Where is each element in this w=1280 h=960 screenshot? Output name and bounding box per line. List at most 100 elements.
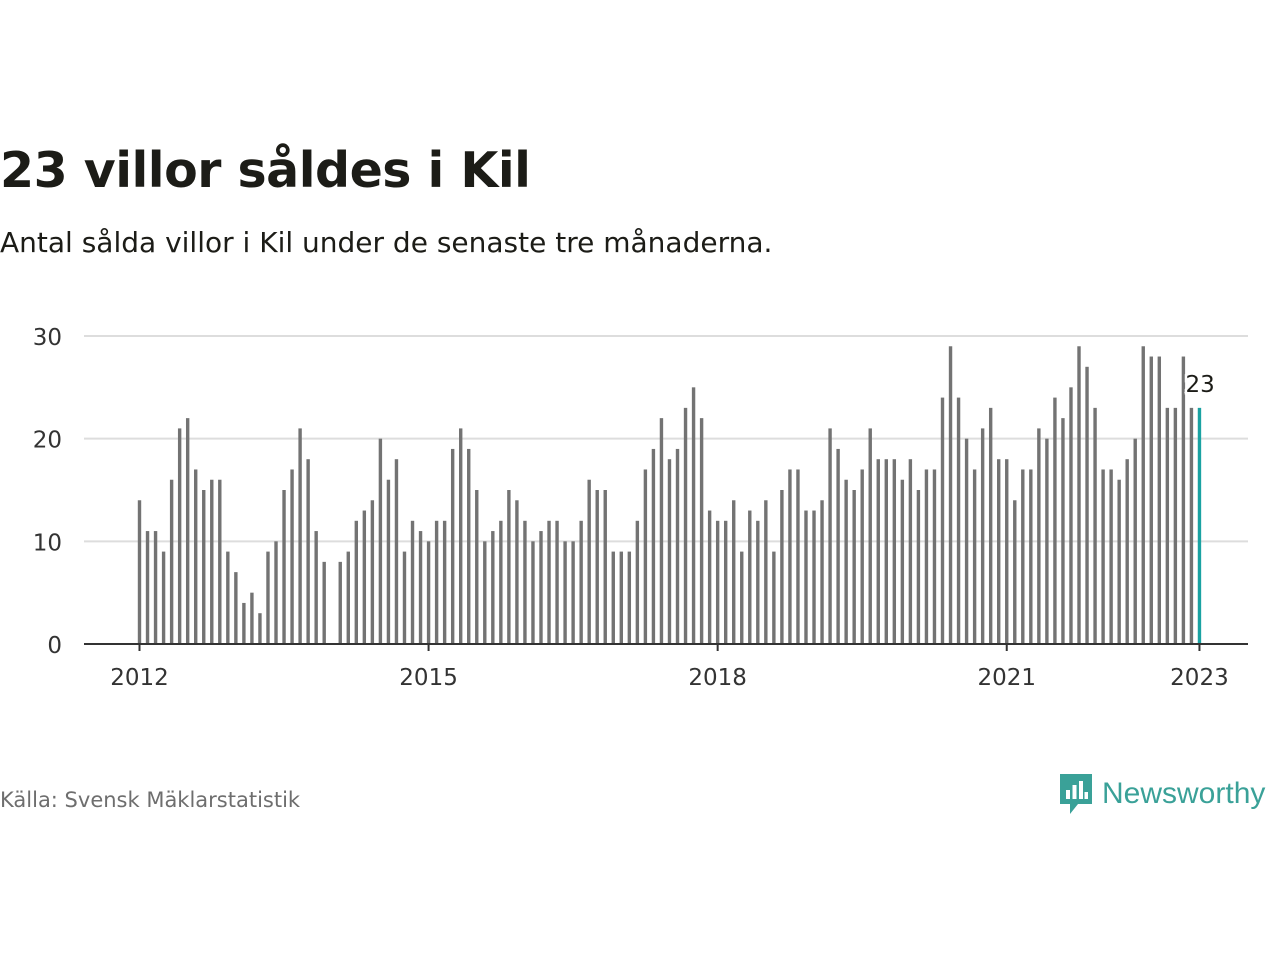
bar [378, 438, 383, 644]
bar [210, 479, 214, 644]
brand-name: Newsworthy [1102, 777, 1266, 810]
bar [346, 551, 350, 644]
bar [908, 459, 913, 644]
bar [740, 551, 744, 644]
bar [185, 418, 190, 644]
bar [780, 490, 784, 644]
bar [1021, 469, 1025, 644]
bar [1029, 469, 1033, 644]
bar [442, 520, 447, 644]
bar [169, 479, 174, 644]
bar [234, 572, 238, 644]
bar [475, 490, 479, 644]
bar-chart: 0 10 20 30 23 2012 2015 2018 2021 2023 [33, 325, 1248, 691]
bar [1085, 366, 1089, 644]
bar [699, 418, 704, 644]
bar [258, 613, 262, 644]
bar [547, 520, 551, 644]
bar [860, 469, 864, 644]
bar [1045, 438, 1049, 644]
bar [900, 479, 905, 644]
bar [804, 510, 808, 644]
bar [595, 490, 599, 644]
bar [226, 551, 230, 644]
bar [306, 459, 310, 644]
bar [370, 500, 375, 644]
bar [715, 520, 720, 644]
bar [884, 459, 888, 644]
bar [964, 438, 969, 644]
bar [988, 407, 993, 644]
bar [1109, 469, 1113, 644]
bar [418, 531, 423, 644]
bar [997, 459, 1001, 644]
bar [282, 490, 286, 644]
bar [338, 561, 342, 644]
bar [515, 500, 519, 644]
bar [194, 469, 198, 644]
bar [290, 469, 294, 644]
bar [603, 490, 607, 644]
bar [1165, 407, 1170, 644]
bar [459, 428, 463, 644]
bar [683, 407, 688, 644]
bar [394, 459, 399, 644]
bar [764, 500, 768, 644]
bar [467, 448, 471, 644]
bar [1173, 407, 1178, 644]
bar [972, 469, 977, 644]
bar-highlight [1197, 407, 1202, 644]
bar [298, 428, 302, 644]
bar [659, 418, 664, 644]
bar [491, 531, 495, 644]
bar [571, 541, 575, 644]
bar [362, 510, 367, 644]
chart-title: 23 villor såldes i Kil [0, 142, 531, 199]
bar [218, 479, 222, 644]
bar [161, 551, 166, 644]
bar [924, 469, 929, 644]
bar [1141, 346, 1145, 644]
bar [876, 459, 880, 644]
x-tick-label: 2015 [399, 665, 458, 691]
bar [137, 500, 142, 644]
axes: 0 10 20 30 23 2012 2015 2018 2021 2023 [33, 325, 1248, 691]
bar [892, 459, 897, 644]
bar [499, 520, 503, 644]
bar [828, 428, 832, 644]
bar [531, 541, 535, 644]
bar [1157, 356, 1162, 644]
bar [812, 510, 816, 644]
chart-subtitle: Antal sålda villor i Kil under de senast… [0, 226, 773, 259]
bar [619, 551, 623, 644]
bar [450, 448, 455, 644]
bar [643, 469, 648, 644]
bar [1149, 356, 1153, 644]
bar [266, 551, 270, 644]
bar [563, 541, 567, 644]
brand-logo[interactable]: Newsworthy [1058, 772, 1265, 816]
bar [940, 397, 945, 644]
bar [177, 428, 182, 644]
grid-lines [84, 335, 1248, 543]
bar [788, 469, 792, 644]
bar [354, 520, 359, 644]
bar [539, 531, 543, 644]
y-tick-label: 10 [33, 530, 62, 556]
bar [980, 428, 985, 644]
source-note: Källa: Svensk Mäklarstatistik [0, 788, 301, 812]
bar [635, 520, 640, 644]
bars [137, 346, 1202, 644]
bar [691, 387, 696, 644]
bar [948, 346, 953, 644]
bar [1117, 479, 1121, 644]
bar [732, 500, 736, 644]
bar [868, 428, 872, 644]
bar [314, 531, 318, 644]
bar [145, 531, 150, 644]
bar [820, 500, 824, 644]
bar [153, 531, 158, 644]
highlight-label: 23 [1185, 372, 1214, 398]
bar [434, 520, 439, 644]
y-tick-label: 20 [33, 428, 62, 454]
